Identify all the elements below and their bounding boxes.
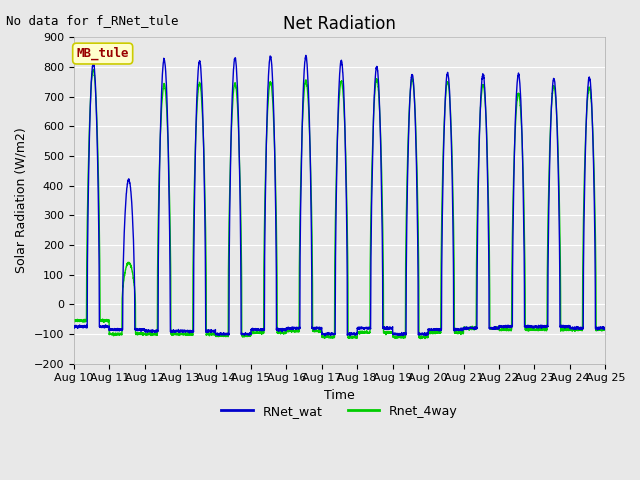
Legend: RNet_wat, Rnet_4way: RNet_wat, Rnet_4way [216, 400, 463, 423]
X-axis label: Time: Time [324, 389, 355, 402]
Y-axis label: Solar Radiation (W/m2): Solar Radiation (W/m2) [15, 128, 28, 274]
Text: MB_tule: MB_tule [76, 47, 129, 60]
Text: No data for f_RNet_tule: No data for f_RNet_tule [6, 14, 179, 27]
Title: Net Radiation: Net Radiation [283, 15, 396, 33]
